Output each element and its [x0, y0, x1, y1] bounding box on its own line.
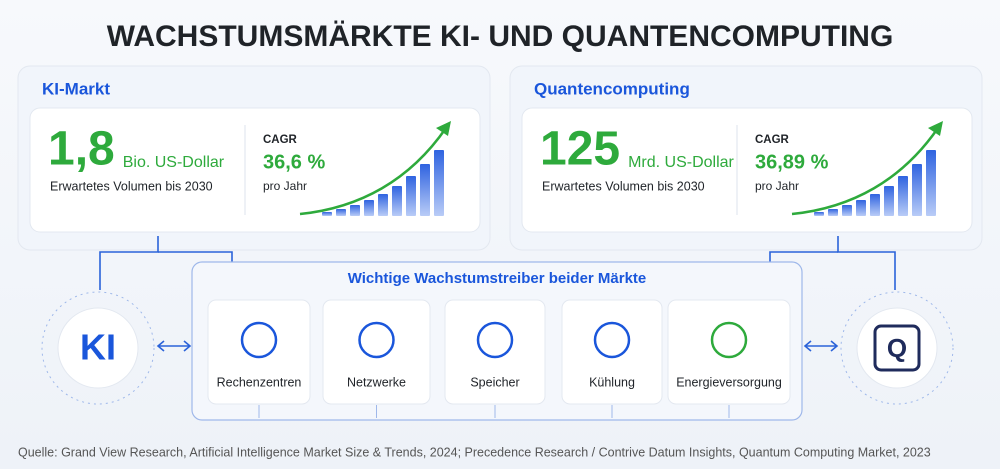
driver-card [207, 299, 311, 405]
driver-label: Speicher [470, 375, 519, 389]
driver-card [322, 299, 431, 405]
trend-arrow [299, 127, 448, 216]
driver-label: Kühlung [589, 375, 635, 389]
badge [57, 307, 139, 389]
driver-icon [240, 321, 278, 359]
cagr-note: pro Jahr [263, 179, 307, 193]
badge-label: Q [887, 333, 907, 363]
deco-bar [434, 150, 444, 216]
market-unit: Bio. US-Dollar [123, 154, 225, 171]
deco-bar [350, 205, 360, 216]
market-value: 1,8 [48, 123, 115, 176]
driver-icon [358, 321, 395, 359]
deco-bar [364, 200, 374, 216]
cagr-label: CAGR [755, 134, 790, 146]
driver-label: Rechenzentren [217, 375, 302, 389]
badge-ring [41, 291, 155, 405]
driver-card [444, 299, 546, 405]
deco-bar [856, 200, 866, 216]
arrow-head [436, 121, 451, 136]
deco-bar [814, 212, 824, 216]
deco-bar [912, 164, 922, 216]
connector [837, 236, 896, 290]
source: Quelle: Grand View Research, Artificial … [18, 445, 931, 459]
chip [873, 324, 921, 372]
deco-bar [336, 209, 346, 216]
market-description: Erwartetes Volumen bis 2030 [50, 179, 213, 193]
deco-bar [378, 194, 388, 216]
deco-bar [828, 209, 838, 216]
driver-icon [593, 321, 631, 359]
badge-ring [840, 291, 954, 405]
double-arrow [156, 340, 192, 352]
driver-card [561, 299, 663, 405]
trend-arrow [791, 127, 940, 216]
drivers-title: Wichtige Wachstumstreiber beider Märkte [348, 270, 647, 287]
cagr-label: CAGR [263, 134, 298, 146]
title: WACHSTUMSMÄRKTE KI- UND QUANTENCOMPUTING [107, 20, 894, 53]
connector [99, 236, 159, 290]
deco-bar [884, 186, 894, 216]
deco-bar [926, 150, 936, 216]
deco-bar [842, 205, 852, 216]
deco-bar [420, 164, 430, 216]
market-name: KI-Markt [42, 79, 110, 98]
badge-label: KI [80, 327, 116, 368]
driver-label: Energieversorgung [676, 375, 782, 389]
market-description: Erwartetes Volumen bis 2030 [542, 179, 705, 193]
deco-bar [898, 176, 908, 216]
driver-card [667, 299, 791, 405]
deco-bar [406, 176, 416, 216]
driver-icon [476, 321, 514, 359]
cagr-value: 36,6 % [263, 151, 325, 173]
deco-bar [870, 194, 880, 216]
arrow-head [928, 121, 943, 136]
double-arrow [803, 340, 839, 352]
driver-icon [710, 321, 748, 359]
market-value: 125 [540, 123, 620, 176]
market-unit: Mrd. US-Dollar [628, 154, 734, 171]
cagr-value: 36,89 % [755, 151, 829, 173]
deco-bar [322, 212, 332, 216]
market-name: Quantencomputing [534, 79, 690, 98]
cagr-note: pro Jahr [755, 179, 799, 193]
deco-bar [392, 186, 402, 216]
driver-label: Netzwerke [347, 375, 406, 389]
